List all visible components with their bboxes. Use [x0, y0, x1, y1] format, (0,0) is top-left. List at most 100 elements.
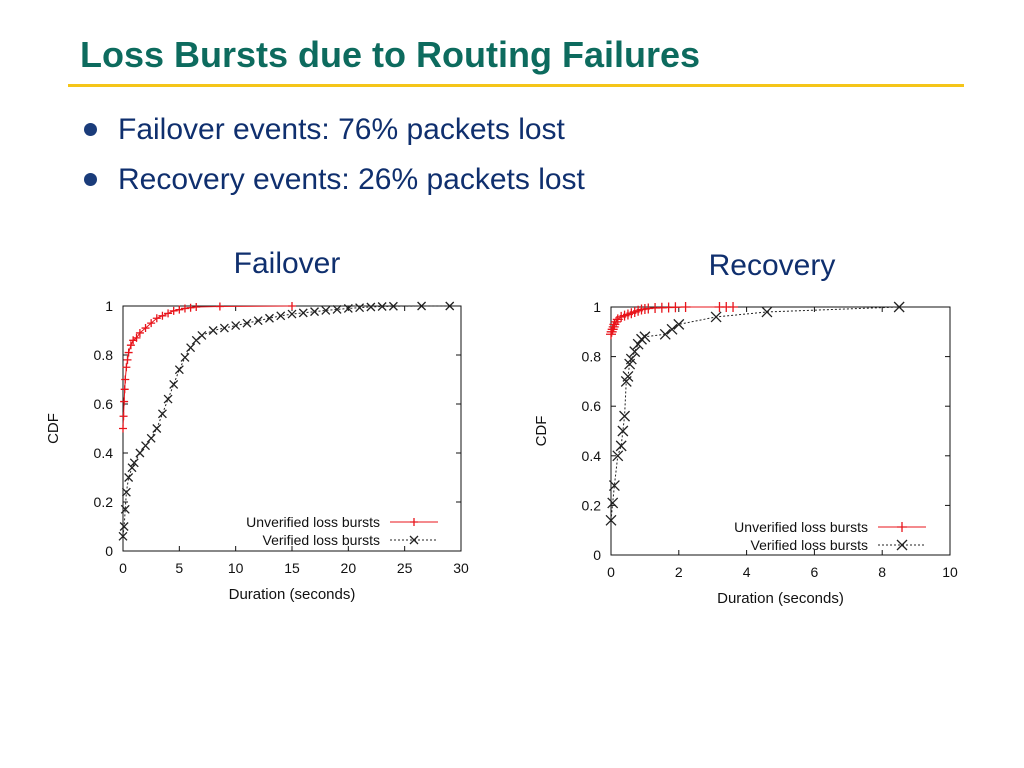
x-axis-label: Duration (seconds) — [229, 586, 356, 603]
data-point — [169, 379, 179, 389]
data-point — [377, 302, 387, 311]
data-point — [147, 319, 156, 328]
legend-marker — [896, 539, 908, 551]
data-point — [639, 331, 651, 343]
y-tick-label: 0.2 — [94, 494, 114, 510]
legend-label: Verified loss bursts — [263, 532, 381, 548]
data-point — [605, 514, 617, 526]
data-point — [186, 343, 196, 353]
series-unverified — [606, 302, 739, 340]
data-point — [141, 441, 150, 451]
y-tick-label: 0.4 — [94, 445, 114, 461]
data-point — [146, 433, 156, 443]
y-tick-label: 0.8 — [94, 347, 114, 363]
data-point — [175, 305, 184, 314]
data-point — [157, 409, 167, 419]
x-tick-label: 0 — [607, 564, 615, 580]
x-tick-label: 10 — [942, 564, 958, 580]
data-point — [180, 304, 189, 313]
data-point — [607, 324, 618, 335]
data-point — [121, 375, 130, 384]
data-point — [310, 307, 319, 317]
y-tick-label: 1 — [593, 299, 601, 315]
bullet-dot-icon — [84, 123, 97, 136]
series-unverified — [119, 302, 296, 433]
legend-marker — [897, 522, 907, 532]
data-point — [611, 316, 622, 327]
data-point — [120, 385, 129, 394]
chart-recovery: 0 2 4 6 8 10 0 0.2 0.4 0.6 0.8 1 Duration (seconds) C… — [533, 299, 958, 607]
y-tick-label: 0.6 — [94, 396, 114, 412]
plot-frame — [610, 306, 951, 556]
data-point — [121, 487, 131, 497]
series-verified — [118, 301, 455, 541]
data-point — [118, 531, 128, 541]
data-point — [186, 303, 195, 312]
series-line — [610, 306, 900, 521]
data-point — [122, 363, 131, 372]
data-point — [152, 424, 162, 433]
data-point — [253, 316, 263, 326]
series-line — [122, 305, 450, 537]
y-tick-label: 1 — [105, 298, 113, 314]
y-tick-label: 0 — [593, 547, 601, 563]
data-point — [163, 394, 173, 404]
data-point — [659, 328, 671, 340]
data-point — [124, 348, 133, 357]
data-point — [366, 302, 376, 312]
y-tick-label: 0.4 — [582, 448, 602, 464]
x-tick-label: 8 — [878, 564, 886, 580]
data-point — [124, 473, 134, 482]
data-point — [615, 440, 627, 452]
legend-marker — [410, 518, 418, 526]
series-verified — [605, 301, 905, 526]
chart-heading-recovery: Recovery — [708, 249, 836, 282]
data-point — [321, 305, 331, 315]
data-point — [242, 318, 252, 328]
x-tick-label: 4 — [743, 564, 751, 580]
bullet-dot-icon — [84, 173, 97, 186]
data-point — [126, 341, 135, 350]
data-point — [666, 323, 678, 335]
y-axis-label: CDF — [533, 416, 550, 447]
data-point — [119, 412, 128, 421]
title-rule — [68, 84, 964, 87]
x-tick-label: 15 — [284, 560, 300, 576]
data-point — [215, 302, 224, 311]
data-point — [152, 314, 161, 323]
x-tick-label: 20 — [341, 560, 357, 576]
data-point — [127, 463, 137, 473]
data-point — [164, 309, 173, 318]
y-tick-label: 0.8 — [582, 349, 602, 365]
data-point — [388, 301, 398, 311]
data-point — [119, 522, 129, 531]
data-point — [119, 424, 127, 433]
legend-label: Unverified loss bursts — [246, 514, 380, 530]
data-point — [608, 321, 619, 332]
data-point — [893, 301, 905, 313]
bullet-text: Recovery events: 26% packets lost — [118, 163, 585, 196]
data-point — [197, 330, 207, 340]
data-point — [129, 458, 139, 468]
legend-label: Unverified loss bursts — [734, 519, 868, 535]
data-point — [288, 302, 296, 310]
data-point — [231, 321, 241, 331]
data-point — [332, 304, 342, 314]
data-point — [617, 425, 629, 437]
data-point — [169, 306, 178, 315]
data-point — [612, 450, 624, 462]
data-point — [123, 355, 132, 364]
data-point — [670, 302, 681, 313]
y-tick-label: 0.6 — [582, 398, 602, 414]
data-point — [135, 448, 145, 458]
data-point — [608, 480, 620, 492]
x-tick-label: 25 — [397, 560, 413, 576]
data-point — [120, 397, 129, 406]
data-point — [174, 365, 184, 375]
legend-label: Verified loss bursts — [751, 537, 869, 553]
x-tick-label: 10 — [228, 560, 244, 576]
bullet-text: Failover events: 76% packets lost — [118, 113, 565, 146]
data-point — [287, 309, 297, 319]
x-tick-label: 5 — [175, 560, 183, 576]
